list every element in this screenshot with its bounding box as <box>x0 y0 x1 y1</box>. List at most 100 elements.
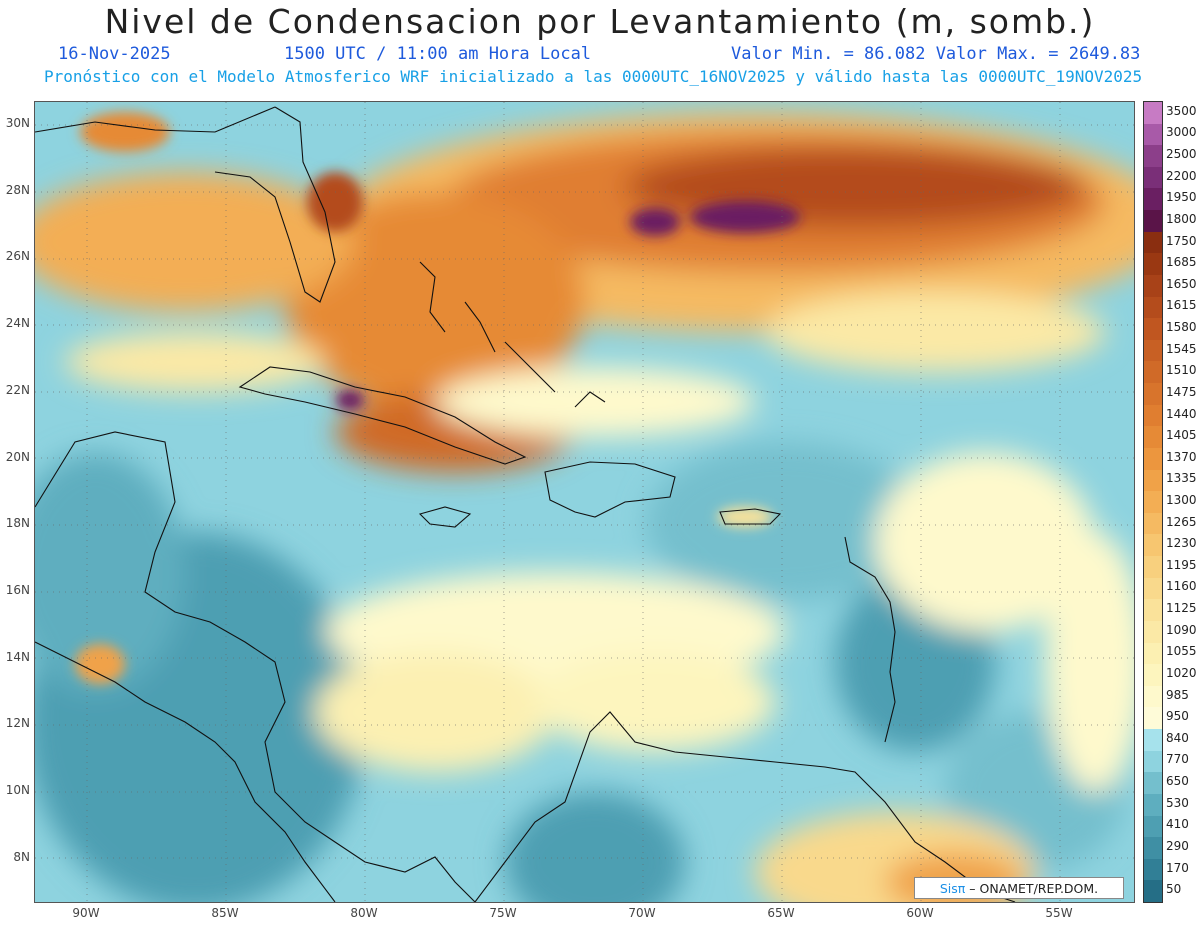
colorbar-level-label: 1300 <box>1166 493 1197 507</box>
colorbar-cell <box>1144 274 1162 298</box>
colorbar-cell <box>1144 426 1162 449</box>
colorbar-level-label: 1160 <box>1166 579 1197 594</box>
colorbar-cell <box>1144 447 1162 471</box>
colorbar-level-label: 50 <box>1166 882 1182 897</box>
colorbar-level-label: 1580 <box>1166 320 1197 335</box>
colorbar-cell <box>1144 469 1162 492</box>
colorbar-cell <box>1144 880 1162 903</box>
colorbar-cell <box>1144 664 1162 687</box>
colorbar-level-label: 1440 <box>1166 406 1197 421</box>
colorbar-level-label: 650 <box>1166 774 1189 789</box>
colorbar-level-label: 1090 <box>1166 622 1197 637</box>
map-field <box>35 102 1134 902</box>
colorbar-cell <box>1144 750 1162 773</box>
colorbar-level-label: 1750 <box>1166 233 1197 248</box>
colorbar-cell <box>1144 512 1162 535</box>
lat-label: 28N <box>5 182 30 197</box>
lat-label: 8N <box>13 849 30 864</box>
colorbar-cell <box>1144 166 1162 189</box>
lat-label: 22N <box>5 382 30 397</box>
colorbar-cell <box>1144 253 1162 276</box>
colorbar-level-label: 1055 <box>1166 644 1197 659</box>
colorbar-cell <box>1144 729 1162 752</box>
credit-text: – ONAMET/REP.DOM. <box>969 880 1099 896</box>
sispi-logo-text: Sisπ <box>939 880 966 896</box>
colorbar-level-label: 1195 <box>1166 557 1197 572</box>
colorbar-level-label: 1475 <box>1166 384 1197 399</box>
colorbar-level-label: 1335 <box>1166 471 1197 486</box>
colorbar-level-label: 530 <box>1166 795 1189 810</box>
lat-label: 10N <box>5 783 30 797</box>
map-title: Nivel de Condensacion por Levantamiento … <box>104 2 1096 41</box>
colorbar-level-label: 840 <box>1166 730 1189 745</box>
lon-label: 70W <box>628 906 656 920</box>
colorbar-cell <box>1144 361 1162 384</box>
credit-box: Sisπ – ONAMET/REP.DOM. <box>914 877 1124 899</box>
map-panel <box>34 101 1135 903</box>
colorbar-level-label: 985 <box>1166 687 1189 702</box>
colorbar-level-label: 170 <box>1166 860 1189 875</box>
colorbar-cell <box>1144 556 1162 579</box>
colorbar-level-label: 1020 <box>1166 665 1197 680</box>
colorbar-cell <box>1144 837 1162 860</box>
colorbar-cell <box>1144 296 1162 319</box>
colorbar-cell <box>1144 383 1162 406</box>
colorbar-cell <box>1144 599 1162 622</box>
colorbar-cell <box>1144 534 1162 557</box>
lat-label: 18N <box>5 516 30 531</box>
colorbar-level-label: 1265 <box>1166 514 1197 529</box>
colorbar-cell <box>1144 620 1162 644</box>
colorbar-cell <box>1144 210 1162 233</box>
colorbar-level-label: 1615 <box>1166 298 1197 313</box>
colorbar-level-label: 290 <box>1166 838 1189 853</box>
colorbar-cell <box>1144 577 1162 600</box>
lon-label: 75W <box>489 906 517 920</box>
date-label: 16-Nov-2025 <box>58 44 171 64</box>
lat-label: 30N <box>5 116 30 130</box>
min-max-label: Valor Min. = 86.082 Valor Max. = 2649.83 <box>731 44 1141 64</box>
colorbar-level-label: 1370 <box>1166 449 1197 464</box>
lon-label: 60W <box>906 906 934 920</box>
lon-label: 55W <box>1045 906 1073 920</box>
colorbar-cell <box>1144 815 1162 838</box>
colorbar-level-label: 3000 <box>1166 125 1197 140</box>
colorbar-level-label: 1405 <box>1166 428 1197 443</box>
colorbar-level-label: 1650 <box>1166 276 1197 291</box>
colorbar-level-label: 1510 <box>1166 363 1197 378</box>
colorbar-cell <box>1144 858 1162 881</box>
colorbar-cell <box>1144 102 1162 125</box>
lat-label: 12N <box>5 716 30 731</box>
colorbar-level-label: 950 <box>1166 709 1189 724</box>
colorbar-cell <box>1144 404 1162 427</box>
colorbar-level-label: 1545 <box>1166 341 1197 356</box>
colorbar-level-label: 1685 <box>1166 255 1197 270</box>
lat-label: 16N <box>5 582 30 597</box>
colorbar-cell <box>1144 188 1162 211</box>
colorbar-cell <box>1144 123 1162 146</box>
colorbar-level-label: 770 <box>1166 752 1189 767</box>
colorbar-level-label: 1125 <box>1166 601 1197 616</box>
colorbar-cell <box>1144 491 1162 514</box>
lon-label: 85W <box>211 906 239 920</box>
time-label: 1500 UTC / 11:00 am Hora Local <box>284 44 592 64</box>
colorbar-level-label: 2500 <box>1166 147 1197 162</box>
colorbar-level-label: 410 <box>1166 817 1189 832</box>
lat-label: 24N <box>5 316 30 331</box>
lat-label: 26N <box>5 249 30 264</box>
coastlines <box>35 106 1016 902</box>
colorbar-cell <box>1144 707 1162 730</box>
lat-label: 14N <box>5 649 30 664</box>
lon-label: 90W <box>72 906 100 920</box>
colorbar-level-label: 1230 <box>1166 536 1197 551</box>
colorbar-cell <box>1144 793 1162 816</box>
lat-label: 20N <box>5 449 30 464</box>
forecast-info: Pronóstico con el Modelo Atmosferico WRF… <box>44 67 1143 86</box>
lon-label: 80W <box>350 906 378 920</box>
colorbar-cell <box>1144 231 1162 254</box>
colorbar-level-label: 2200 <box>1166 168 1197 183</box>
colorbar-cell <box>1144 145 1162 168</box>
colorbar-cell <box>1144 772 1162 795</box>
colorbar <box>1143 101 1163 903</box>
colorbar-cell <box>1144 685 1162 708</box>
colorbar-cell <box>1144 642 1162 665</box>
